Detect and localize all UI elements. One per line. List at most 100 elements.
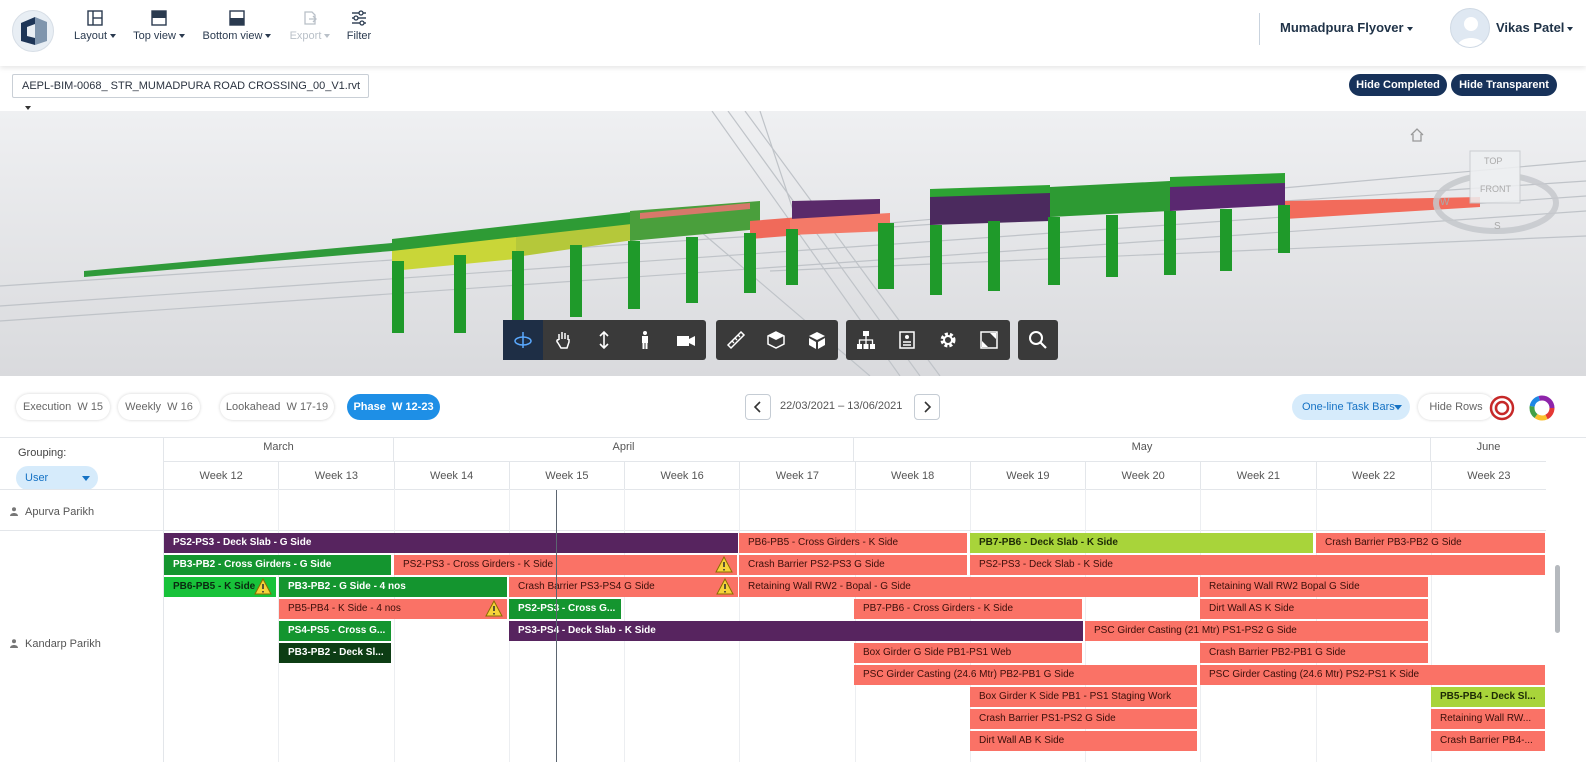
task-bar[interactable]: PS2-PS3 - Deck Slab - G Side bbox=[164, 533, 738, 553]
previous-range-button[interactable] bbox=[745, 394, 771, 420]
task-bar[interactable]: PSC Girder Casting (24.6 Mtr) PB2-PB1 G … bbox=[854, 665, 1197, 685]
warning-icon[interactable] bbox=[485, 600, 503, 618]
model-viewer[interactable]: TOP FRONT W S bbox=[0, 111, 1586, 376]
execution-chip[interactable]: Execution W 15 bbox=[16, 394, 110, 420]
fullscreen-button[interactable] bbox=[969, 320, 1009, 360]
task-bar[interactable]: PB3-PB2 - G Side - 4 nos bbox=[279, 577, 507, 597]
task-bar[interactable]: PB3-PB2 - Cross Girders - G Side bbox=[164, 555, 391, 575]
bottom-view-button[interactable]: Bottom view bbox=[200, 10, 274, 42]
month-header: May bbox=[853, 437, 1430, 461]
task-bar[interactable]: Dirt Wall AS K Side bbox=[1200, 599, 1428, 619]
properties-button[interactable] bbox=[887, 320, 927, 360]
task-label: Crash Barrier PS3-PS4 G Side bbox=[518, 581, 655, 592]
task-bar[interactable]: PB7-PB6 - Deck Slab - K Side bbox=[970, 533, 1313, 553]
layout-icon bbox=[87, 10, 103, 26]
task-bar[interactable]: Crash Barrier PS2-PS3 G Side bbox=[739, 555, 967, 575]
explode-button[interactable] bbox=[797, 320, 837, 360]
measure-button[interactable] bbox=[716, 320, 756, 360]
viewcube-front-label[interactable]: FRONT bbox=[1480, 184, 1511, 194]
export-button[interactable]: Export bbox=[287, 10, 333, 42]
task-bar[interactable]: Retaining Wall RW2 Bopal G Side bbox=[1200, 577, 1428, 597]
home-icon[interactable] bbox=[1409, 127, 1425, 143]
task-bar[interactable]: PB3-PB2 - Deck Sl... bbox=[279, 643, 391, 663]
weekly-chip[interactable]: Weekly W 16 bbox=[118, 394, 200, 420]
next-range-button[interactable] bbox=[914, 394, 940, 420]
model-file-select[interactable]: AEPL-BIM-0068_ STR_MUMADPURA ROAD CROSSI… bbox=[12, 74, 369, 111]
navigation-toolbar bbox=[503, 320, 706, 360]
warning-icon[interactable] bbox=[715, 556, 733, 574]
task-bar[interactable]: PSC Girder Casting (21 Mtr) PS1-PS2 G Si… bbox=[1085, 621, 1428, 641]
viewcube-top-label[interactable]: TOP bbox=[1484, 156, 1503, 166]
user-menu[interactable]: Vikas Patel bbox=[1496, 20, 1574, 35]
top-view-button[interactable]: Top view bbox=[131, 10, 187, 42]
top-view-label: Top view bbox=[133, 30, 176, 42]
app-logo[interactable] bbox=[12, 10, 54, 52]
task-bar[interactable]: PS2-PS3 - Cross G... bbox=[509, 599, 621, 619]
task-bar[interactable]: PB6-PB5 - Cross Girders - K Side bbox=[739, 533, 967, 553]
task-bar[interactable]: PS2-PS3 - Deck Slab - K Side bbox=[970, 555, 1545, 575]
phase-chip[interactable]: Phase W 12-23 bbox=[347, 394, 440, 420]
filter-button[interactable]: Filter bbox=[345, 10, 373, 42]
task-label: Crash Barrier PB4-... bbox=[1440, 735, 1533, 746]
settings-button[interactable] bbox=[928, 320, 968, 360]
task-bar[interactable]: Crash Barrier PB2-PB1 G Side bbox=[1200, 643, 1428, 663]
execution-label: Execution bbox=[22, 401, 72, 413]
gantt-chart: Grouping: User March April May June Week… bbox=[0, 437, 1586, 762]
section-box-icon bbox=[767, 331, 785, 349]
task-bar[interactable]: Retaining Wall RW... bbox=[1431, 709, 1545, 729]
color-wheel-icon[interactable] bbox=[1529, 395, 1555, 421]
pan-button[interactable] bbox=[543, 320, 583, 360]
task-bar[interactable]: PS3-PS4 - Deck Slab - K Side bbox=[509, 621, 1083, 641]
camera-button[interactable] bbox=[666, 320, 706, 360]
section-button[interactable] bbox=[756, 320, 796, 360]
layout-button[interactable]: Layout bbox=[72, 10, 118, 42]
task-bar[interactable]: Crash Barrier PB3-PB2 G Side bbox=[1316, 533, 1545, 553]
task-bar[interactable]: Retaining Wall RW2 - Bopal - G Side bbox=[739, 577, 1198, 597]
task-bar[interactable]: Box Girder G Side PB1-PS1 Web bbox=[854, 643, 1082, 663]
gear-icon bbox=[940, 332, 956, 348]
task-bar[interactable]: Crash Barrier PB4-... bbox=[1431, 731, 1545, 751]
hide-completed-button[interactable]: Hide Completed bbox=[1349, 74, 1447, 96]
week-header: Week 23 bbox=[1430, 461, 1546, 489]
hide-rows-button[interactable]: Hide Rows bbox=[1418, 394, 1494, 420]
hierarchy-icon bbox=[857, 331, 875, 349]
task-bar[interactable]: PS2-PS3 - Cross Girders - K Side bbox=[394, 555, 737, 575]
settings-toolbar bbox=[846, 320, 1010, 360]
hide-transparent-button[interactable]: Hide Transparent bbox=[1451, 74, 1557, 96]
task-bar-mode-select[interactable]: One-line Task Bars bbox=[1292, 394, 1410, 420]
task-bar[interactable]: PB6-PB5 - K Side bbox=[164, 577, 276, 597]
month-header: June bbox=[1430, 437, 1546, 461]
task-bar[interactable]: PB5-PB4 - K Side - 4 nos bbox=[279, 599, 507, 619]
warning-icon[interactable] bbox=[254, 578, 272, 596]
orbit-button[interactable] bbox=[503, 320, 543, 360]
grouping-label: Grouping: bbox=[18, 447, 67, 459]
user-name: Apurva Parikh bbox=[25, 506, 95, 518]
task-bar[interactable]: PS4-PS5 - Cross G... bbox=[279, 621, 391, 641]
task-bar[interactable]: PSC Girder Casting (24.6 Mtr) PS2-PS1 K … bbox=[1200, 665, 1545, 685]
model-file-name: AEPL-BIM-0068_ STR_MUMADPURA ROAD CROSSI… bbox=[22, 80, 361, 92]
project-selector[interactable]: Mumadpura Flyover bbox=[1280, 20, 1413, 35]
walk-button[interactable] bbox=[625, 320, 665, 360]
grouping-select[interactable]: User bbox=[16, 466, 98, 490]
task-label: Retaining Wall RW... bbox=[1440, 713, 1532, 724]
lookahead-chip[interactable]: Lookahead W 17-19 bbox=[220, 394, 334, 420]
warning-icon[interactable] bbox=[716, 578, 734, 596]
model-browser-button[interactable] bbox=[846, 320, 886, 360]
avatar[interactable] bbox=[1450, 8, 1490, 48]
task-bar[interactable]: Dirt Wall AB K Side bbox=[970, 731, 1197, 751]
vertical-arrows-icon bbox=[599, 330, 609, 350]
person-icon bbox=[10, 507, 18, 516]
vertical-scrollbar[interactable] bbox=[1555, 565, 1560, 633]
zoom-button[interactable] bbox=[584, 320, 624, 360]
user-name: Kandarp Parikh bbox=[25, 638, 101, 650]
week-header: Week 22 bbox=[1315, 461, 1431, 489]
task-bar[interactable]: PB7-PB6 - Cross Girders - K Side bbox=[854, 599, 1082, 619]
task-bar[interactable]: Crash Barrier PS1-PS2 G Side bbox=[970, 709, 1197, 729]
task-label: PS2-PS3 - Deck Slab - G Side bbox=[173, 537, 312, 548]
task-bar[interactable]: PB5-PB4 - Deck Sl... bbox=[1431, 687, 1545, 707]
task-bar[interactable]: Box Girder K Side PB1 - PS1 Staging Work bbox=[970, 687, 1197, 707]
divider bbox=[0, 437, 1586, 438]
target-icon[interactable] bbox=[1489, 395, 1515, 421]
search-button[interactable] bbox=[1018, 320, 1058, 360]
task-bar[interactable]: Crash Barrier PS3-PS4 G Side bbox=[509, 577, 738, 597]
